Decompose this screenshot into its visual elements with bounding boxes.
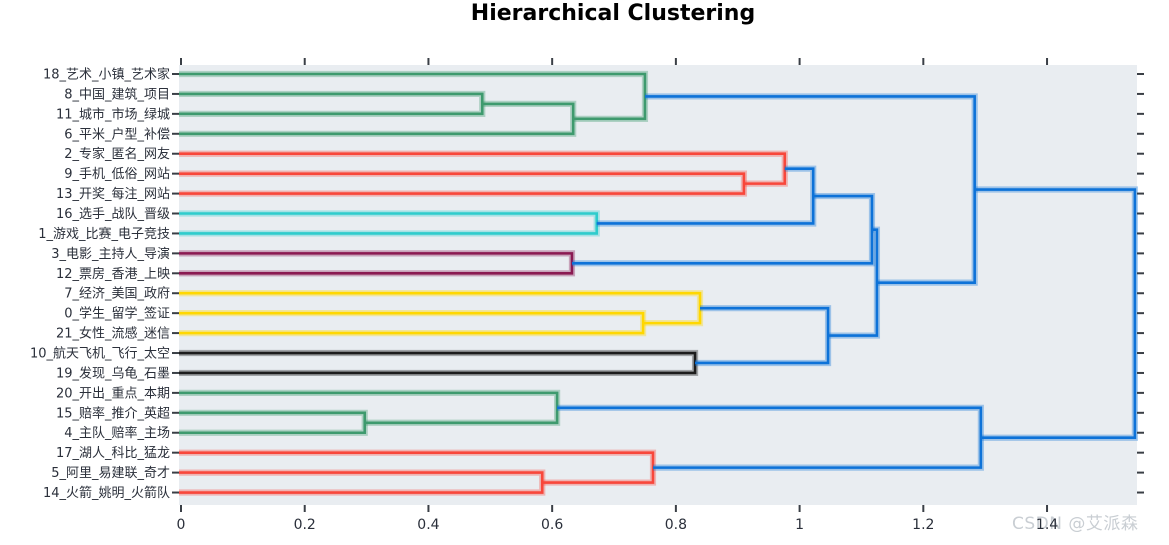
leaf-label: 16_选手_战队_晋级: [56, 207, 170, 222]
leaf-label: 20_开出_重点_本期: [56, 385, 170, 401]
dendrogram-link-purple: [179, 252, 574, 275]
leaf-label: 19_发现_乌龟_石墨: [56, 365, 170, 381]
leaf-label: 7_经济_美国_政府: [64, 287, 170, 302]
x-tick-label: 0.4: [417, 517, 439, 533]
leaf-label: 18_艺术_小镇_艺术家: [43, 67, 170, 83]
x-tick-label: 0.6: [541, 517, 563, 533]
dendrogram-link-yellow: [179, 311, 645, 335]
dendrogram-link-yellow: [179, 291, 702, 325]
leaf-label: 11_城市_市场_绿城: [56, 106, 170, 122]
leaf-label: 2_专家_匿名_网友: [64, 146, 170, 162]
leaf-label: 15_赔率_推介_英超: [56, 405, 170, 421]
leaf-label: 1_游戏_比赛_电子竞技: [38, 226, 170, 242]
x-tick-label: 0.2: [294, 517, 316, 533]
dendrogram-link-green: [179, 92, 484, 116]
dendrogram-link-blue: [974, 188, 1137, 440]
x-tick-label: 0: [177, 517, 186, 533]
dendrogram-link-blue: [571, 194, 874, 265]
dendrogram-link-red: [179, 471, 544, 494]
leaf-label: 12_票房_香港_上映: [56, 266, 170, 282]
x-tick-label: 1: [795, 517, 804, 533]
x-tick-label: 0.8: [665, 517, 687, 533]
leaf-label: 6_平米_户型_补偿: [64, 126, 170, 142]
watermark: CSDN @艾派森: [1012, 514, 1139, 534]
x-tick-label: 1.4: [1036, 517, 1058, 533]
leaf-label: 8_中国_建筑_项目: [64, 86, 170, 102]
leaf-label: 13_开奖_每注_网站: [56, 186, 170, 202]
dendrogram-link-green: [179, 102, 575, 136]
x-tick-label: 1.2: [912, 517, 934, 533]
leaf-label: 9_手机_低俗_网站: [64, 167, 170, 182]
chart-title: Hierarchical Clustering: [470, 1, 756, 26]
leaf-label: 0_学生_留学_签证: [64, 306, 170, 322]
leaf-label: 17_湖人_科比_猛龙: [56, 446, 170, 461]
dendrogram-link-cyan: [179, 212, 598, 235]
dendrogram-link-green: [179, 411, 367, 435]
dendrogram-link-blue: [596, 167, 815, 225]
leaf-label: 5_阿里_易建联_奇才: [51, 465, 170, 481]
leaf-label: 3_电影_主持人_导演: [51, 246, 170, 262]
leaf-label: 21_女性_流感_迷信: [56, 326, 170, 342]
leaf-label: 10_航天飞机_飞行_太空: [30, 346, 170, 362]
leaf-label: 14_火箭_姚明_火箭队: [43, 485, 170, 501]
leaf-label: 4_主队_赔率_主场: [64, 425, 170, 441]
